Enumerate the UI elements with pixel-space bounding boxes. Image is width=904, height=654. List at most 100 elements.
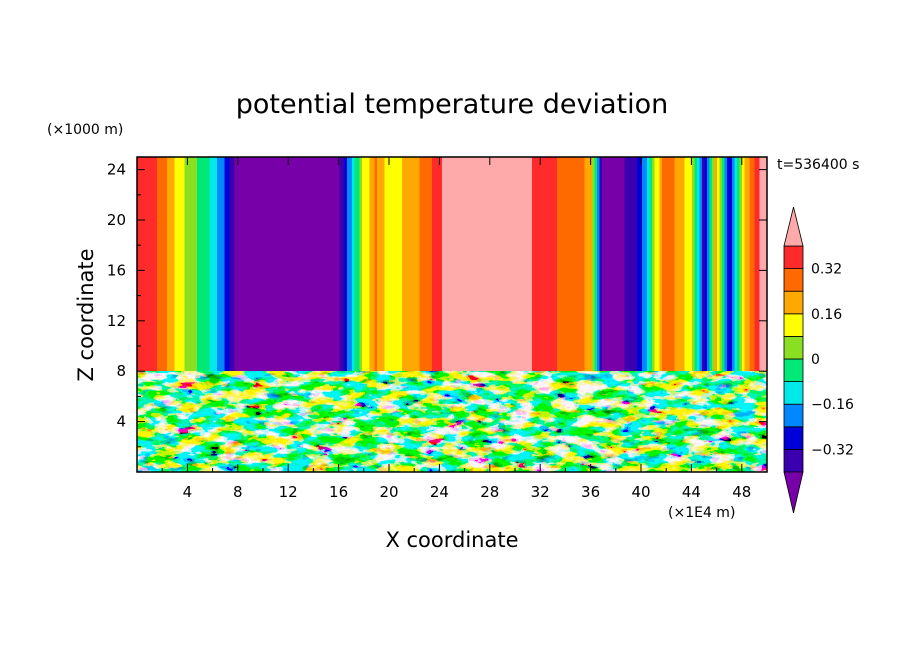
field-band [254,157,258,372]
field-band [584,157,588,372]
plot-area [137,157,767,472]
colorbar-box [783,290,804,315]
field-band [497,157,501,372]
field-band [639,157,643,372]
field-band [417,157,421,372]
field-band [414,157,418,372]
field-band [479,157,483,372]
field-band [522,157,526,372]
field-band [649,157,653,372]
field-band [464,157,468,372]
field-band [682,157,686,372]
field-band [754,157,758,372]
upper-layer-field [137,157,767,372]
field-band [179,157,183,372]
field-band [664,157,668,372]
field-band [187,157,191,372]
y-tick-label: 4 [116,413,126,431]
field-band [174,157,178,372]
field-band [524,157,528,372]
field-band [624,157,628,372]
field-band [537,157,541,372]
x-tick-label: 4 [183,483,193,501]
field-band [442,157,446,372]
field-band [392,157,396,372]
field-band [159,157,163,372]
field-band [349,157,353,372]
field-band [487,157,491,372]
y-tick-label: 8 [116,362,126,380]
field-band [319,157,323,372]
field-band [272,157,276,372]
field-band [622,157,626,372]
x-tick-label: 32 [531,483,550,501]
field-band [594,157,598,372]
field-band [547,157,551,372]
field-band [684,157,688,372]
field-band [364,157,368,372]
field-band [267,157,271,372]
field-band [192,157,196,372]
field-band [467,157,471,372]
x-tick-label: 44 [682,483,701,501]
field-band [582,157,586,372]
colorbar: 0.32 0.16 0 −0.16 −0.32 [783,206,854,514]
field-band [407,157,411,372]
y-unit-label: (×1000 m) [47,122,123,138]
x-tick-label: 28 [480,483,499,501]
field-band [227,157,231,372]
field-band [347,157,351,372]
field-band [412,157,416,372]
field-band [199,157,203,372]
field-band [214,157,218,372]
field-band [284,157,288,372]
colorbar-box [783,268,804,292]
field-band [607,157,611,372]
field-band [722,157,726,372]
colorbar-box [783,448,804,473]
field-band [644,157,648,372]
field-band [149,157,153,372]
field-band [572,157,576,372]
field-band [244,157,248,372]
field-band [694,157,698,372]
field-band [322,157,326,372]
field-band [712,157,716,372]
x-unit-label: (×1E4 m) [668,505,735,521]
field-band [252,157,256,372]
field-band [589,157,593,372]
field-band [282,157,286,372]
field-band [647,157,651,372]
colorbar-box [783,358,804,383]
field-band [614,157,618,372]
x-axis-label: X coordinate [385,528,518,552]
x-tick-label: 8 [233,483,243,501]
field-band [164,157,168,372]
field-band [702,157,706,372]
field-band [599,157,603,372]
colorbar-label: 0 [811,352,820,368]
field-band [424,157,428,372]
field-band [422,157,426,372]
field-band [372,157,376,372]
field-band [457,157,461,372]
field-band [574,157,578,372]
field-band [189,157,193,372]
field-band [429,157,433,372]
field-band [717,157,721,372]
field-band [324,157,328,372]
field-band [274,157,278,372]
field-band [194,157,198,372]
field-band [507,157,511,372]
field-band [539,157,543,372]
chart-title: potential temperature deviation [236,89,668,120]
field-band [362,157,366,372]
field-band [687,157,691,372]
field-band [229,157,233,372]
field-band [704,157,708,372]
field-band [492,157,496,372]
field-band [247,157,251,372]
field-band [449,157,453,372]
field-band [137,157,141,372]
